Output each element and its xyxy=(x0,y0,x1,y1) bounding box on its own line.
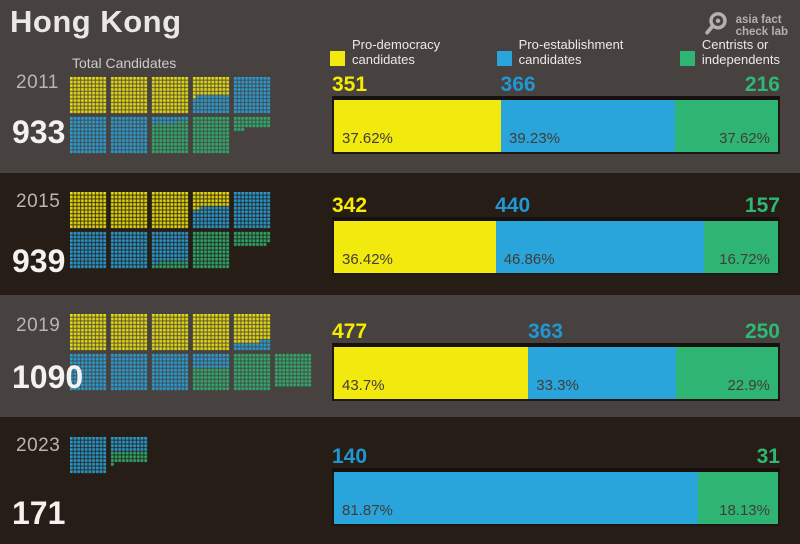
segment-count-label: 351 xyxy=(332,73,368,96)
legend-label: Pro-establishment candidates xyxy=(518,37,624,67)
year-band-2011: Hong Kong asia fact check lab Total Cand… xyxy=(0,0,800,173)
waffle-chart-2011 xyxy=(70,77,320,157)
segment-percent-label: 36.42% xyxy=(342,251,393,268)
legend-item-pro-democracy: Pro-democracy candidates xyxy=(330,37,441,67)
year-band-2023: 2023 171 140 31 81.87% 18.13% xyxy=(0,417,800,544)
legend-item-centrists: Centrists or independents xyxy=(679,37,780,67)
stacked-bar: 36.42% 46.86% 16.72% xyxy=(332,217,780,275)
segment-count-label: 440 xyxy=(495,194,531,217)
bar-segment-pro_establishment: 39.23% xyxy=(501,100,676,152)
stacked-bar: 81.87% 18.13% xyxy=(332,468,780,526)
bar-segment-pro_democracy: 36.42% xyxy=(334,221,496,273)
year-label: 2011 xyxy=(16,72,59,93)
segment-count-label: 140 xyxy=(332,445,368,468)
legend-item-pro-establishment: Pro-establishment candidates xyxy=(496,37,624,67)
bar-segment-centrist: 16.72% xyxy=(703,221,778,273)
stacked-bar-2015: 342 440 157 36.42% 46.86% 16.72% xyxy=(332,195,780,275)
year-label: 2019 xyxy=(16,315,61,336)
bar-count-labels: 351 366 216 xyxy=(332,74,780,96)
segment-percent-label: 16.72% xyxy=(719,251,770,268)
stacked-bar: 43.7% 33.3% 22.9% xyxy=(332,343,780,401)
bar-count-labels: 342 440 157 xyxy=(332,195,780,217)
year-label: 2023 xyxy=(16,435,61,456)
segment-count-label: 157 xyxy=(744,194,780,217)
segment-count-label: 363 xyxy=(528,320,564,343)
total-candidates-value: 1090 xyxy=(12,359,84,395)
bar-segment-centrist: 37.62% xyxy=(675,100,778,152)
bar-count-labels: 140 31 xyxy=(332,446,780,468)
segment-percent-label: 39.23% xyxy=(509,130,560,147)
segment-percent-label: 33.3% xyxy=(536,377,579,394)
segment-count-label: 477 xyxy=(332,320,368,343)
pro-establishment-swatch-icon xyxy=(496,51,512,66)
bar-segment-pro_democracy: 37.62% xyxy=(334,100,502,152)
segment-percent-label: 37.62% xyxy=(719,130,770,147)
pro-democracy-swatch-icon xyxy=(330,51,345,66)
stacked-bar: 37.62% 39.23% 37.62% xyxy=(332,96,780,154)
waffle-chart-2015 xyxy=(70,192,320,272)
total-candidates-value: 933 xyxy=(12,114,66,150)
legend-label: Pro-democracy candidates xyxy=(352,37,441,67)
stacked-bar-2023: 140 31 81.87% 18.13% xyxy=(332,446,780,526)
page-title: Hong Kong xyxy=(10,4,182,39)
year-label: 2015 xyxy=(16,191,61,212)
segment-percent-label: 18.13% xyxy=(719,502,770,519)
year-band-2019: 2019 1090 477 363 250 43.7% 33.3% 22.9% xyxy=(0,295,800,417)
magnifier-icon xyxy=(703,10,730,42)
segment-percent-label: 46.86% xyxy=(503,251,555,268)
bar-segment-pro_establishment: 81.87% xyxy=(334,472,698,524)
asia-fact-check-lab-logo: asia fact check lab xyxy=(703,10,788,42)
bar-segment-pro_democracy: 43.7% xyxy=(334,347,529,399)
segment-percent-label: 81.87% xyxy=(342,502,393,519)
logo-text: asia fact check lab xyxy=(735,13,788,39)
segment-percent-label: 43.7% xyxy=(342,377,385,394)
centrists-swatch-icon xyxy=(679,51,695,66)
segment-count-label: 342 xyxy=(332,194,368,217)
segment-count-label: 31 xyxy=(756,445,780,468)
segment-count-label: 250 xyxy=(744,320,780,343)
total-candidates-value: 171 xyxy=(12,495,66,531)
legend: Pro-democracy candidates Pro-establishme… xyxy=(330,37,780,67)
stacked-bar-2019: 477 363 250 43.7% 33.3% 22.9% xyxy=(332,321,780,401)
segment-count-label: 366 xyxy=(500,73,536,96)
bar-segment-centrist: 22.9% xyxy=(676,347,778,399)
bar-segment-centrist: 18.13% xyxy=(697,472,778,524)
bar-count-labels: 477 363 250 xyxy=(332,321,780,343)
waffle-chart-2023 xyxy=(70,437,320,477)
legend-label: Centrists or independents xyxy=(701,37,780,67)
waffle-chart-2019 xyxy=(70,314,320,394)
segment-percent-label: 22.9% xyxy=(727,377,770,394)
year-band-2015: 2015 939 342 440 157 36.42% 46.86% 16.72% xyxy=(0,173,800,295)
stacked-bar-2011: 351 366 216 37.62% 39.23% 37.62% xyxy=(332,74,780,154)
total-candidates-value: 939 xyxy=(12,243,66,279)
total-candidates-heading: Total Candidates xyxy=(72,55,177,71)
segment-count-label: 216 xyxy=(744,73,780,96)
bar-segment-pro_establishment: 33.3% xyxy=(528,347,677,399)
segment-percent-label: 37.62% xyxy=(342,130,393,147)
bar-segment-pro_establishment: 46.86% xyxy=(495,221,704,273)
